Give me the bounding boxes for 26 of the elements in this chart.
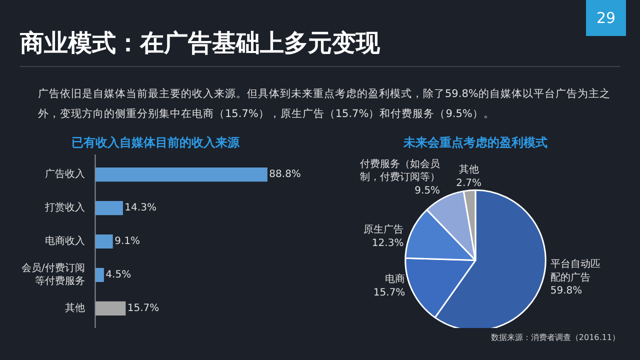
slice-label: 电商	[385, 273, 406, 286]
y-tick-label: 广告收入	[44, 168, 85, 180]
y-tick-label: 电商收入	[44, 235, 85, 247]
text: 广告依旧是自媒体当前最主要的收入来源。但具体到未来重点考虑的盈利模式，除了59.8%的自媒体以平台广告为主之外，变现方向的侧重分别集中在电商（15.7%），原生广告（15.7%）和付费服务（9.5%）。	[38, 87, 612, 122]
chart-title: 未来会重点考虑的盈利模式	[402, 136, 548, 150]
data-label: 9.1%	[114, 236, 140, 247]
slice-label: 平台自动匹配的广告	[550, 258, 600, 284]
text: 商业模式：在广告基础上多元变现	[20, 28, 380, 59]
y-tick-label: 其他	[64, 302, 85, 314]
text: 29	[586, 0, 626, 36]
data-label: 2.7%	[456, 178, 482, 189]
y-tick-label: 打赏收入	[44, 202, 85, 214]
data-label: 88.8%	[269, 169, 301, 180]
data-label: 9.5%	[414, 185, 440, 196]
chart-title: 已有收入自媒体目前的收入来源	[72, 136, 240, 150]
slice-label: 原生广告	[364, 224, 404, 236]
slice-label: 付费服务（如会员制，付费订阅等）	[360, 158, 440, 184]
data-label: 4.5%	[106, 269, 132, 280]
slice-label: 其他	[458, 164, 479, 176]
data-label: 15.7%	[127, 302, 160, 314]
data-label: 59.8%	[550, 286, 582, 297]
data-label: 15.7%	[373, 287, 406, 298]
y-tick-label: 会员/付费订阅等付费服务	[22, 262, 85, 288]
data-label: 12.3%	[372, 238, 404, 249]
source-note: 数据来源：消费者调查（2016.11）	[490, 332, 620, 344]
data-label: 14.3%	[124, 202, 156, 214]
